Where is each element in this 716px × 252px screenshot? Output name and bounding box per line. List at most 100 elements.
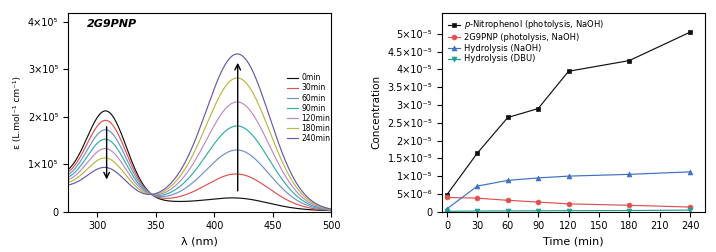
0min bbox=[219, 197, 228, 200]
30min bbox=[240, 174, 248, 177]
Line: 90min: 90min bbox=[68, 126, 332, 210]
p-Nitrophenol (photolysis, NaOH) bbox=[503, 116, 512, 119]
2G9PNP (photolysis, NaOH) bbox=[564, 202, 573, 205]
Hydrolysis (NaOH) bbox=[503, 179, 512, 182]
Hydrolysis (NaOH) bbox=[625, 173, 634, 176]
180min bbox=[233, 76, 241, 79]
120min bbox=[132, 182, 140, 185]
Line: Hydrolysis (NaOH): Hydrolysis (NaOH) bbox=[445, 169, 692, 211]
90min bbox=[219, 132, 228, 135]
240min bbox=[219, 67, 228, 70]
Hydrolysis (DBU) bbox=[564, 209, 573, 212]
Hydrolysis (DBU) bbox=[625, 209, 634, 212]
2G9PNP (photolysis, NaOH) bbox=[473, 197, 482, 200]
30min bbox=[263, 185, 271, 188]
2G9PNP (photolysis, NaOH) bbox=[503, 199, 512, 202]
Hydrolysis (NaOH) bbox=[564, 175, 573, 178]
Y-axis label: ε (L.mol⁻¹ cm⁻¹): ε (L.mol⁻¹ cm⁻¹) bbox=[13, 76, 22, 149]
120min bbox=[327, 208, 336, 211]
90min bbox=[327, 208, 336, 211]
240min bbox=[183, 157, 191, 160]
2G9PNP (photolysis, NaOH) bbox=[686, 206, 695, 209]
180min bbox=[219, 88, 228, 91]
0min bbox=[183, 200, 192, 203]
60min bbox=[101, 128, 110, 131]
Hydrolysis (NaOH) bbox=[442, 207, 451, 210]
60min bbox=[183, 185, 192, 188]
60min bbox=[132, 176, 140, 179]
Line: 60min: 60min bbox=[68, 130, 332, 210]
0min bbox=[240, 197, 248, 200]
180min bbox=[183, 164, 191, 167]
180min bbox=[132, 185, 140, 188]
Hydrolysis (DBU) bbox=[686, 209, 695, 212]
60min bbox=[64, 173, 72, 176]
Y-axis label: Concentration: Concentration bbox=[372, 75, 382, 149]
Hydrolysis (DBU) bbox=[503, 209, 512, 212]
90min bbox=[183, 178, 191, 181]
p-Nitrophenol (photolysis, NaOH) bbox=[686, 31, 695, 34]
0min bbox=[132, 170, 140, 173]
Hydrolysis (DBU) bbox=[442, 210, 451, 213]
60min bbox=[327, 209, 336, 212]
240min bbox=[64, 183, 72, 186]
120min bbox=[233, 101, 241, 104]
180min bbox=[64, 181, 72, 184]
0min bbox=[111, 118, 120, 121]
60min bbox=[240, 150, 248, 153]
90min bbox=[110, 144, 119, 147]
30min bbox=[183, 193, 192, 196]
240min bbox=[110, 170, 119, 173]
30min bbox=[219, 175, 228, 178]
0min bbox=[263, 201, 271, 204]
90min bbox=[240, 127, 248, 130]
60min bbox=[263, 170, 271, 173]
p-Nitrophenol (photolysis, NaOH) bbox=[534, 107, 543, 110]
30min bbox=[132, 173, 140, 176]
Legend: 0min, 30min, 60min, 90min, 120min, 180min, 240min: 0min, 30min, 60min, 90min, 120min, 180mi… bbox=[286, 73, 330, 143]
120min bbox=[240, 103, 248, 106]
Hydrolysis (DBU) bbox=[534, 209, 543, 212]
Hydrolysis (DBU) bbox=[473, 209, 482, 212]
30min bbox=[101, 119, 110, 122]
Hydrolysis (NaOH) bbox=[686, 170, 695, 173]
60min bbox=[219, 153, 228, 156]
0min bbox=[101, 109, 110, 112]
p-Nitrophenol (photolysis, NaOH) bbox=[473, 151, 482, 154]
180min bbox=[263, 122, 271, 125]
240min bbox=[240, 56, 248, 59]
0min bbox=[64, 168, 72, 171]
180min bbox=[327, 208, 336, 211]
90min bbox=[132, 179, 140, 182]
180min bbox=[240, 80, 248, 83]
p-Nitrophenol (photolysis, NaOH) bbox=[442, 193, 451, 196]
0min bbox=[327, 209, 336, 212]
120min bbox=[110, 152, 119, 155]
2G9PNP (photolysis, NaOH) bbox=[625, 204, 634, 207]
Legend: $p$-Nitrophenol (photolysis, NaOH), 2G9PNP (photolysis, NaOH), Hydrolysis (NaOH): $p$-Nitrophenol (photolysis, NaOH), 2G9P… bbox=[446, 17, 605, 65]
Line: 0min: 0min bbox=[68, 111, 332, 211]
Line: Hydrolysis (DBU): Hydrolysis (DBU) bbox=[445, 208, 692, 214]
Line: 240min: 240min bbox=[68, 54, 332, 209]
p-Nitrophenol (photolysis, NaOH) bbox=[625, 59, 634, 62]
90min bbox=[263, 154, 271, 157]
30min bbox=[64, 171, 72, 174]
p-Nitrophenol (photolysis, NaOH) bbox=[564, 70, 573, 73]
240min bbox=[132, 188, 140, 191]
60min bbox=[111, 136, 120, 139]
120min bbox=[219, 110, 228, 113]
120min bbox=[183, 171, 191, 174]
30min bbox=[327, 209, 336, 212]
120min bbox=[263, 138, 271, 141]
X-axis label: Time (min): Time (min) bbox=[543, 237, 604, 247]
Line: 30min: 30min bbox=[68, 120, 332, 210]
2G9PNP (photolysis, NaOH) bbox=[534, 201, 543, 204]
240min bbox=[233, 52, 241, 55]
90min bbox=[64, 176, 72, 179]
240min bbox=[263, 107, 271, 110]
Line: p-Nitrophenol (photolysis, NaOH): p-Nitrophenol (photolysis, NaOH) bbox=[445, 30, 692, 197]
Hydrolysis (NaOH) bbox=[534, 176, 543, 179]
90min bbox=[233, 124, 241, 128]
240min bbox=[327, 208, 336, 211]
Line: 2G9PNP (photolysis, NaOH): 2G9PNP (photolysis, NaOH) bbox=[445, 195, 692, 209]
